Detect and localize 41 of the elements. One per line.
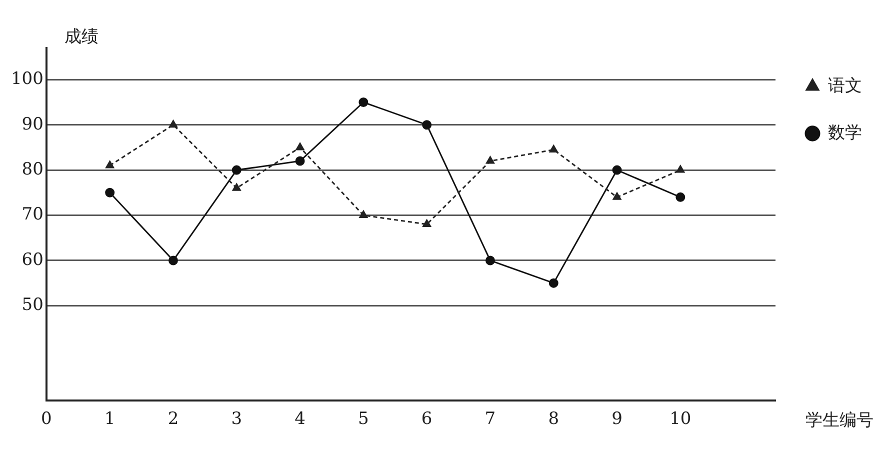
x-tick-label: 9 [612, 409, 622, 430]
point [359, 210, 368, 218]
x-axis-title: 学生编号 [806, 410, 874, 431]
x-tick-label: 8 [548, 409, 560, 430]
point [232, 165, 242, 175]
y-tick-label: 90 [22, 114, 44, 134]
point [612, 192, 622, 200]
point [169, 120, 178, 128]
x-tick-label: 1 [104, 409, 116, 430]
point [548, 278, 558, 288]
x-tick-label: 4 [294, 409, 306, 430]
point [105, 188, 115, 198]
x-tick-label: 0 [41, 409, 52, 430]
point [232, 183, 241, 191]
y-tick-label: 70 [22, 204, 44, 225]
point [485, 256, 495, 266]
legend-label: 语文 [828, 76, 862, 96]
point [295, 156, 305, 166]
x-tick-label: 5 [358, 409, 369, 430]
x-tick-label: 7 [484, 409, 496, 430]
x-tick-label: 3 [231, 409, 242, 430]
y-tick-label: 80 [22, 159, 44, 180]
legend-label: 数学 [828, 122, 862, 143]
point [422, 120, 432, 130]
point [358, 97, 368, 107]
point [549, 144, 558, 152]
y-tick-label: 60 [22, 250, 44, 270]
point [486, 156, 494, 164]
point [296, 142, 304, 150]
x-tick-label: 6 [421, 409, 432, 430]
point [676, 192, 686, 202]
y-tick-label: 50 [22, 295, 44, 316]
x-tick-label: 2 [168, 409, 179, 430]
y-axis-title: 成绩 [64, 26, 98, 47]
point [106, 160, 114, 168]
x-tick-label: 10 [670, 409, 692, 430]
point [612, 165, 622, 175]
point [168, 256, 178, 266]
point [422, 220, 432, 228]
point [676, 165, 685, 173]
y-tick-label: 100 [10, 69, 44, 90]
